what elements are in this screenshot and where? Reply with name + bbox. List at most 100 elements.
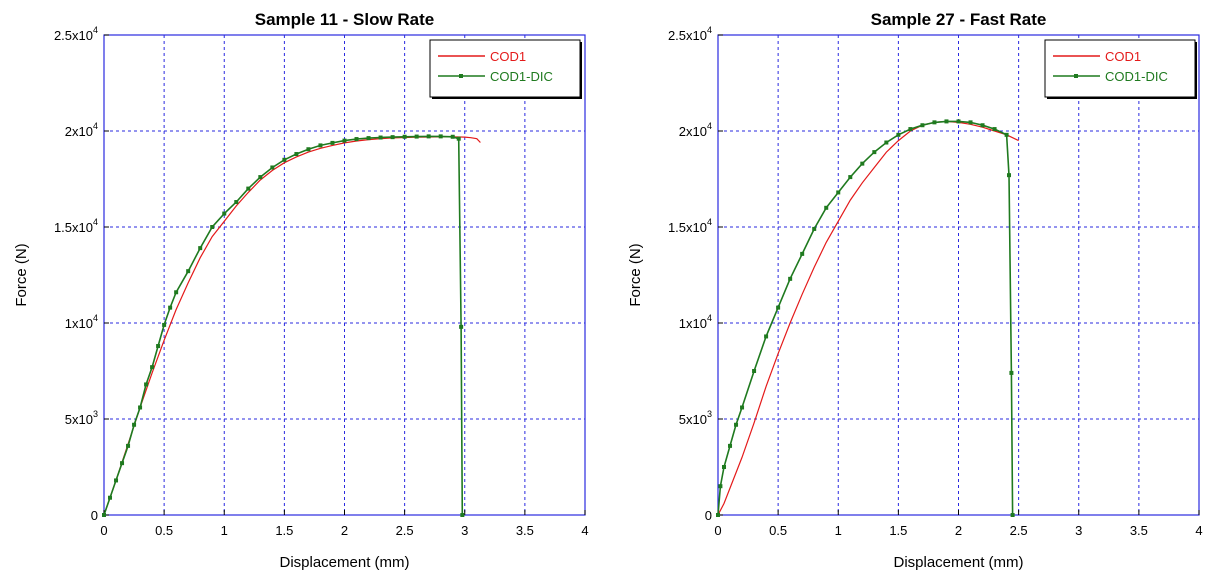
- legend-label: COD1: [1105, 49, 1141, 64]
- series-line-2: [103, 135, 464, 516]
- data-point: [108, 495, 113, 500]
- data-point: [450, 134, 455, 139]
- x-tick-label: 4: [1195, 523, 1202, 538]
- x-tick-label: 3: [1075, 523, 1082, 538]
- y-tick-label: 2.5x104: [54, 25, 98, 43]
- x-axis-label: Displacement (mm): [279, 554, 409, 571]
- data-point: [932, 120, 937, 125]
- data-point: [330, 140, 335, 145]
- data-point: [126, 443, 131, 448]
- data-point: [460, 513, 465, 517]
- data-point: [1007, 173, 1012, 178]
- data-point: [716, 513, 720, 517]
- data-point: [234, 200, 239, 205]
- data-point: [246, 186, 251, 191]
- x-tick-label: 2: [341, 523, 348, 538]
- x-tick-label: 2: [955, 523, 962, 538]
- data-point: [1004, 132, 1009, 137]
- x-tick-label: 0: [100, 523, 107, 538]
- x-tick-label: 0: [714, 523, 721, 538]
- data-point: [150, 365, 155, 370]
- data-point: [884, 140, 889, 145]
- data-point: [306, 147, 311, 152]
- legend-box: [429, 39, 581, 98]
- x-tick-label: 2.5: [396, 523, 414, 538]
- y-tick-label: 1x104: [679, 313, 712, 331]
- data-point: [426, 134, 431, 139]
- data-point: [992, 127, 997, 132]
- data-point: [132, 422, 137, 427]
- data-point: [968, 120, 973, 125]
- data-point: [402, 134, 407, 139]
- x-tick-label: 3: [461, 523, 468, 538]
- data-point: [920, 123, 925, 128]
- data-point: [102, 513, 106, 517]
- x-tick-label: 4: [581, 523, 588, 538]
- data-point: [114, 478, 119, 483]
- series-line-2: [717, 120, 1014, 516]
- x-tick-label: 3.5: [516, 523, 534, 538]
- y-axis-label: Force (N): [627, 243, 644, 306]
- legend-label: COD1-DIC: [490, 69, 553, 84]
- chart-title: Sample 27 - Fast Rate: [871, 10, 1047, 29]
- data-point: [848, 175, 853, 180]
- data-point: [222, 211, 227, 216]
- data-point: [342, 138, 347, 143]
- data-point: [788, 276, 793, 281]
- data-point: [1010, 513, 1015, 517]
- data-point: [210, 225, 215, 229]
- x-tick-label: 2.5: [1010, 523, 1028, 538]
- data-point: [258, 175, 263, 180]
- y-tick-label: 1.5x104: [54, 217, 98, 235]
- data-point: [318, 143, 323, 148]
- data-point: [718, 484, 723, 489]
- x-tick-label: 1.5: [275, 523, 293, 538]
- data-point: [156, 344, 161, 349]
- legend-box: [1044, 39, 1196, 98]
- data-point: [776, 305, 781, 310]
- data-point: [824, 205, 829, 210]
- data-point: [168, 305, 173, 310]
- data-point: [456, 136, 461, 141]
- data-point: [162, 322, 167, 327]
- legend-label: COD1-DIC: [1105, 69, 1168, 84]
- x-tick-label: 1: [835, 523, 842, 538]
- legend-marker: [459, 74, 463, 78]
- data-point: [366, 136, 371, 141]
- data-point: [354, 137, 359, 142]
- x-tick-label: 1: [221, 523, 228, 538]
- y-tick-label: 2.5x104: [668, 25, 712, 43]
- data-point: [198, 246, 203, 251]
- data-point: [1009, 370, 1014, 375]
- data-point: [836, 190, 841, 195]
- data-point: [438, 134, 443, 139]
- y-tick-label: 0: [91, 508, 98, 523]
- data-point: [800, 251, 805, 256]
- data-point: [390, 135, 395, 140]
- legend-marker: [1074, 74, 1078, 78]
- legend-label: COD1: [490, 49, 526, 64]
- x-tick-label: 0.5: [769, 523, 787, 538]
- y-tick-label: 1x104: [65, 313, 98, 331]
- y-tick-label: 1.5x104: [668, 217, 712, 235]
- data-point: [812, 226, 817, 231]
- x-axis-label: Displacement (mm): [893, 554, 1023, 571]
- y-tick-label: 2x104: [65, 121, 98, 139]
- data-point: [908, 127, 913, 132]
- data-point: [896, 132, 901, 137]
- data-point: [752, 369, 757, 373]
- series-line-1: [717, 120, 1019, 516]
- data-point: [138, 405, 143, 410]
- data-point: [282, 157, 287, 162]
- y-tick-label: 2x104: [679, 121, 712, 139]
- data-point: [294, 152, 299, 157]
- data-point: [872, 150, 877, 155]
- chart-1: 0 0.5 1 1.5 2 2.5 3 3.5 4 0 5x103 1x104 1.5x104 2x104…: [13, 10, 589, 571]
- y-tick-label: 0: [705, 508, 712, 523]
- data-point: [174, 290, 179, 295]
- data-point: [980, 123, 985, 128]
- x-tick-label: 1.5: [889, 523, 907, 538]
- y-tick-label: 5x103: [65, 409, 98, 427]
- data-point: [144, 382, 149, 387]
